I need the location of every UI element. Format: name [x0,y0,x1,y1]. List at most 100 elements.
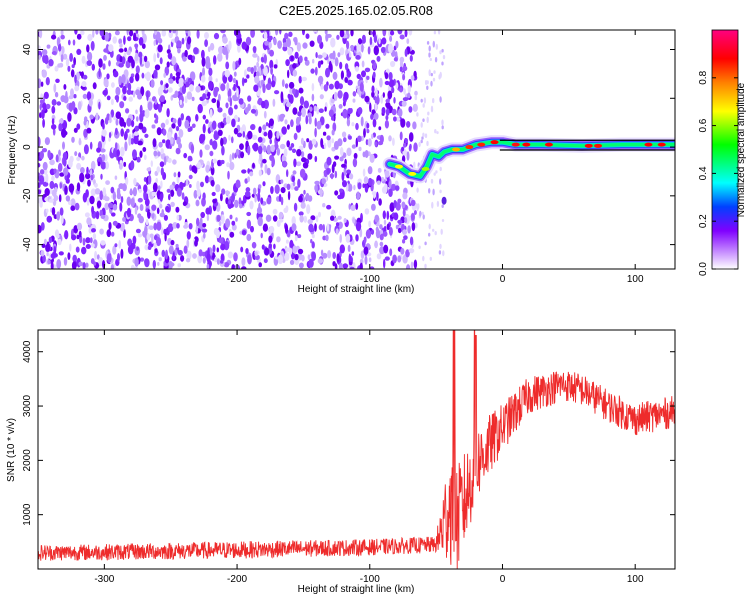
noise-speckle [410,75,415,81]
noise-speckle [156,166,161,174]
noise-speckle [250,124,255,130]
noise-speckle [40,81,44,87]
noise-speckle [241,169,247,174]
noise-speckle [118,38,123,45]
noise-speckle [118,183,124,190]
noise-speckle [159,57,163,65]
noise-speckle [124,47,128,53]
noise-speckle [184,49,188,58]
noise-speckle [140,257,144,262]
noise-speckle [404,48,408,57]
y-tick-label: -40 [22,237,33,252]
noise-speckle [57,238,62,246]
noise-speckle [279,143,286,150]
noise-speckle [369,153,375,163]
noise-speckle [220,83,226,92]
noise-speckle [415,204,419,208]
y-tick-label: 20 [22,92,33,104]
noise-speckle [127,82,132,92]
noise-speckle [351,122,355,127]
noise-speckle [229,214,233,220]
noise-speckle [400,247,405,255]
noise-speckle [439,96,442,103]
noise-speckle [368,30,373,36]
noise-speckle [146,167,152,172]
noise-speckle [159,161,165,168]
noise-speckle [252,46,257,53]
noise-speckle [196,30,200,39]
noise-speckle [200,211,205,219]
noise-speckle [225,61,230,70]
noise-speckle [258,126,262,134]
noise-speckle [89,141,93,150]
noise-speckle [290,119,294,128]
noise-speckle [241,77,245,87]
noise-speckle [172,222,178,229]
noise-speckle [232,60,236,71]
noise-speckle [156,127,162,136]
noise-speckle [205,164,210,173]
noise-speckle [339,234,343,243]
noise-speckle [262,223,268,232]
noise-speckle [251,241,257,249]
noise-speckle [167,223,174,233]
noise-speckle [96,254,100,260]
noise-speckle [320,249,324,257]
noise-speckle [414,95,418,101]
noise-speckle [104,31,110,42]
noise-speckle [369,36,373,46]
noise-speckle [283,148,288,158]
noise-speckle [399,131,403,141]
noise-speckle [338,221,343,229]
noise-speckle [298,55,303,63]
noise-speckle [297,248,304,255]
noise-speckle [129,188,133,195]
noise-speckle [430,178,434,184]
noise-speckle [86,197,90,206]
noise-speckle [175,243,179,248]
noise-speckle [339,188,344,193]
noise-speckle [165,249,168,260]
noise-speckle [102,122,105,130]
noise-speckle [410,199,416,207]
noise-speckle [130,160,135,170]
noise-speckle [237,44,241,53]
noise-speckle [403,254,406,264]
noise-speckle [343,137,347,143]
noise-speckle [220,30,226,34]
carrier-peak [594,143,603,148]
noise-speckle [252,187,257,195]
noise-speckle [59,62,64,68]
noise-speckle [170,201,175,208]
noise-speckle [311,234,315,239]
noise-speckle [162,139,166,144]
noise-speckle [91,63,96,71]
noise-speckle [364,150,369,158]
noise-speckle [68,39,71,46]
noise-speckle [150,160,153,168]
noise-speckle [273,64,278,69]
snr-x-ticks: -300 -200 -100 0 100 [94,330,644,585]
noise-speckle [43,91,49,99]
noise-speckle [58,123,63,132]
noise-speckle [156,207,160,215]
noise-speckle [320,138,324,148]
noise-speckle [92,30,95,38]
noise-speckle [402,208,406,217]
noise-speckle [319,94,324,100]
noise-speckle [183,245,188,254]
noise-speckle [413,259,418,269]
noise-speckle [346,147,352,157]
noise-speckle [202,67,205,77]
noise-speckle [205,89,208,95]
y-tick-label: 2000 [22,449,33,472]
noise-speckle [258,262,263,268]
noise-speckle [213,256,218,263]
noise-speckle [148,225,154,230]
noise-speckle [268,235,273,244]
noise-speckle [136,246,140,251]
noise-speckle [305,192,310,201]
noise-speckle [73,127,78,133]
noise-speckle [76,71,80,81]
noise-speckle [311,251,316,261]
